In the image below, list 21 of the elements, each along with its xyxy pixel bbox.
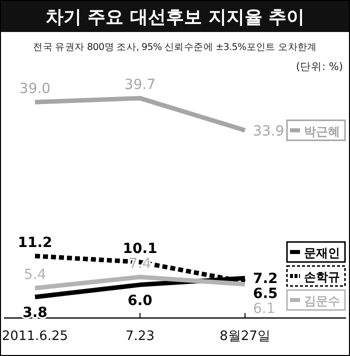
chart-subtitle: 전국 유권자 800명 조사, 95% 신뢰수준에 ±3.5%포인트 오차한계 [33, 42, 317, 53]
legend-label: 김문수 [304, 294, 340, 308]
legend-label: 박근혜 [304, 124, 340, 138]
data-label: 39.0 [19, 81, 51, 98]
title: 차기 주요 대선후보 지지율 추이 [45, 7, 305, 28]
data-label: 6.1 [253, 301, 276, 318]
x-tick-label: 7.23 [126, 329, 154, 344]
data-label: 3.8 [22, 304, 48, 321]
data-label: 5.4 [24, 267, 46, 284]
data-label: 11.2 [18, 234, 52, 251]
data-label: 6.0 [128, 292, 153, 309]
data-label: 33.9 [253, 123, 284, 140]
legend-label: 손학규 [304, 270, 340, 284]
data-label: 10.1 [122, 241, 158, 258]
data-label: 7.2 [253, 271, 278, 288]
x-tick-label: 8월27일 [220, 329, 270, 344]
data-label: 39.7 [124, 77, 156, 94]
legend-label: 문재인 [304, 246, 340, 260]
text: (단위: %) [296, 61, 343, 73]
x-tick-label: 2011.6.25 [2, 329, 68, 344]
data-label: 6.5 [253, 286, 278, 302]
